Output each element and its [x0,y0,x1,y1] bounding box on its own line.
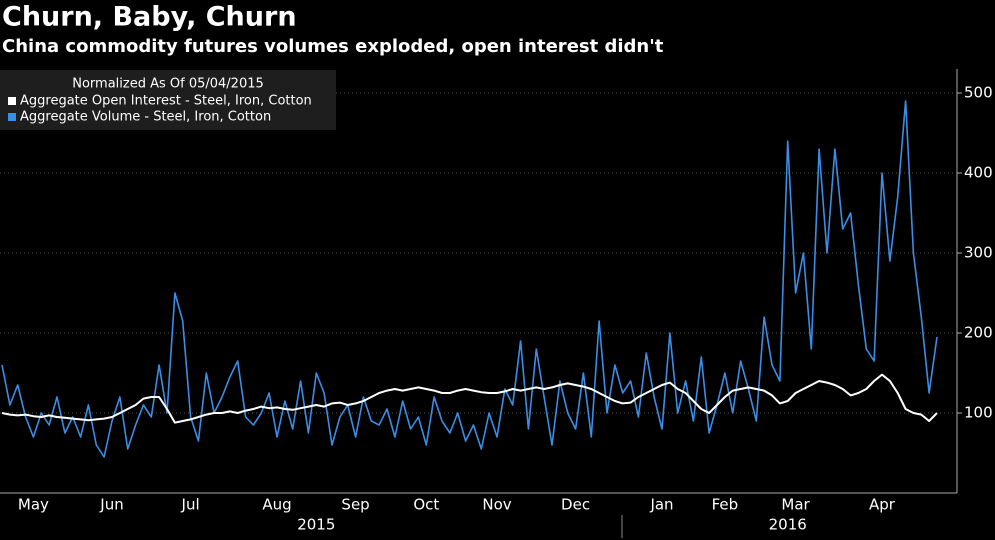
chart-title: Churn, Baby, Churn [2,2,297,33]
x-tick-label: Oct [413,496,439,514]
year-label: 2016 [769,516,807,534]
series-line [1,373,938,424]
x-tick-label: Apr [869,496,896,514]
y-tick-label: 100 [964,404,993,422]
legend-swatch [8,97,16,105]
x-tick-label: Mar [781,496,810,514]
y-tick-label: 500 [964,84,993,102]
x-tick-label: Jan [649,496,673,514]
y-tick-label: 400 [964,164,993,182]
x-tick-label: Feb [712,496,739,514]
x-tick-label: Nov [482,496,511,514]
legend-label: Aggregate Open Interest - Steel, Iron, C… [20,94,312,109]
y-tick-label: 200 [964,324,993,342]
legend-swatch [8,113,16,121]
x-tick-label: May [18,496,49,514]
legend-label: Aggregate Volume - Steel, Iron, Cotton [20,110,271,125]
x-tick-label: Jul [181,496,200,514]
x-tick-label: Aug [262,496,291,514]
series-line [1,100,938,458]
year-label: 2015 [297,516,335,534]
x-tick-label: Sep [341,496,369,514]
y-tick-label: 300 [964,244,993,262]
x-tick-label: Dec [561,496,590,514]
legend-box [0,70,336,130]
x-tick-label: Jun [99,496,123,514]
chart-subtitle: China commodity futures volumes exploded… [2,36,664,57]
legend-title: Normalized As Of 05/04/2015 [72,77,264,92]
